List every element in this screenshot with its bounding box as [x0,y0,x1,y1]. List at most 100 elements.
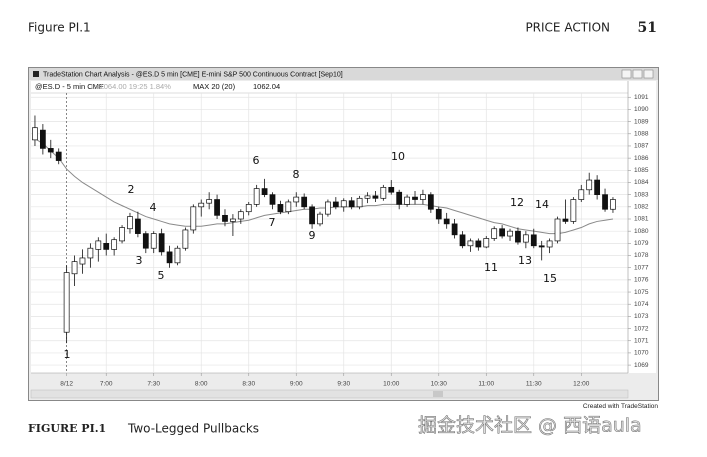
scroll-thumb[interactable] [433,391,443,397]
candle-body [546,240,553,248]
plot-area [31,81,628,373]
price-axis-area [628,81,656,373]
y-tick-label: 1085 [634,167,649,174]
candle-body [198,202,205,208]
candle-body [87,247,94,259]
y-tick-label: 1076 [634,277,649,284]
y-tick-label: 1086 [634,155,649,162]
candle-body [190,206,197,231]
x-tick-label: 7:00 [100,381,113,388]
x-tick-label: 9:30 [337,381,350,388]
credit: Created with TradeStation [583,403,659,410]
x-tick-label: 7:30 [147,381,160,388]
indicator-value: 1062.04 [253,82,280,91]
caption-title: Two-Legged Pullbacks [127,422,259,436]
candle-body [103,242,110,250]
y-tick-label: 1090 [634,106,649,113]
x-tick-label: 10:30 [431,381,448,388]
x-tick-label: 11:00 [478,381,494,388]
maximize-button[interactable] [632,69,643,79]
annotation: 8 [293,168,300,181]
annotation: 4 [150,201,157,214]
candle-body [253,188,260,205]
y-tick-label: 1074 [634,301,649,308]
y-tick-label: 1078 [634,252,649,259]
candle-body [230,218,236,222]
y-tick-label: 1069 [634,362,649,369]
minimize-button[interactable] [621,69,632,79]
header-left: Figure PI.1 [28,21,91,35]
candle-body [214,199,220,216]
candle-body [388,186,395,193]
candle-body [325,201,331,215]
y-tick-label: 1088 [634,131,649,138]
candle-body [301,196,308,208]
candle-body [562,218,569,222]
annotation: 9 [309,229,316,242]
candle-body [586,179,593,191]
candle-body [515,230,521,243]
candle-body [467,240,474,247]
candle-body [451,223,458,236]
candle-body [55,151,62,161]
annotation: 7 [269,216,276,229]
window-buttons[interactable] [621,69,654,79]
candle-body [507,230,513,237]
indicator-label: MAX 20 (20) [193,82,236,91]
candle-body [427,194,434,210]
x-tick-label: 8/12 [60,381,73,388]
x-tick-label: 11:30 [526,381,542,388]
y-tick-label: 1075 [634,289,649,296]
x-tick-label: 12:00 [573,381,590,388]
x-tick-label: 10:00 [383,381,400,388]
annotation: 5 [158,269,165,282]
x-tick-label: 8:00 [195,381,208,388]
y-tick-label: 1080 [634,228,649,235]
candle-body [356,197,363,208]
candle-body [166,251,173,264]
y-tick-label: 1084 [634,179,649,186]
caption-label: FIGURE PI.1 [28,422,106,435]
candle-body [372,195,379,199]
x-tick-label: 8:30 [242,381,255,388]
page-number: 51 [638,20,657,36]
y-tick-label: 1072 [634,325,649,332]
candle-body [404,196,410,205]
annotation: 14 [535,198,549,211]
moving-average-line [34,138,614,235]
y-tick-label: 1070 [634,350,649,357]
candle-body [348,200,355,208]
candle-body [522,234,529,243]
y-tick-label: 1091 [634,94,649,101]
candle-body [158,233,165,253]
candle-body [245,204,252,213]
y-tick-label: 1082 [634,204,649,211]
candle-body [530,234,537,247]
title-bar [29,68,658,80]
candle-body [79,257,86,265]
window-title: TradeStation Chart Analysis - @ES.D 5 mi… [43,71,343,78]
candle-body [142,233,149,249]
annotation: 10 [391,150,405,163]
scrollbar[interactable] [30,389,629,399]
candle-body [39,129,46,149]
candle-body [119,227,125,242]
annotation: 1 [64,348,71,361]
plot: 1069107010711072107310741075107610771078… [31,81,649,388]
last-info: L=1064.00 19:25 1.84% [91,82,171,91]
chart-window: TradeStation Chart Analysis - @ES.D 5 mi… [28,67,659,401]
annotation: 11 [484,261,498,274]
candle-body [237,211,244,220]
y-tick-label: 1073 [634,313,649,320]
candle-body [396,191,403,205]
app-icon [33,71,39,77]
candle-body [317,213,323,225]
candle-body [63,272,70,333]
close-button[interactable] [643,69,654,79]
candle-body [206,199,213,204]
candle-body [538,245,545,248]
candle-body [570,199,577,222]
candle-body [443,218,450,225]
candle-body [602,194,608,210]
